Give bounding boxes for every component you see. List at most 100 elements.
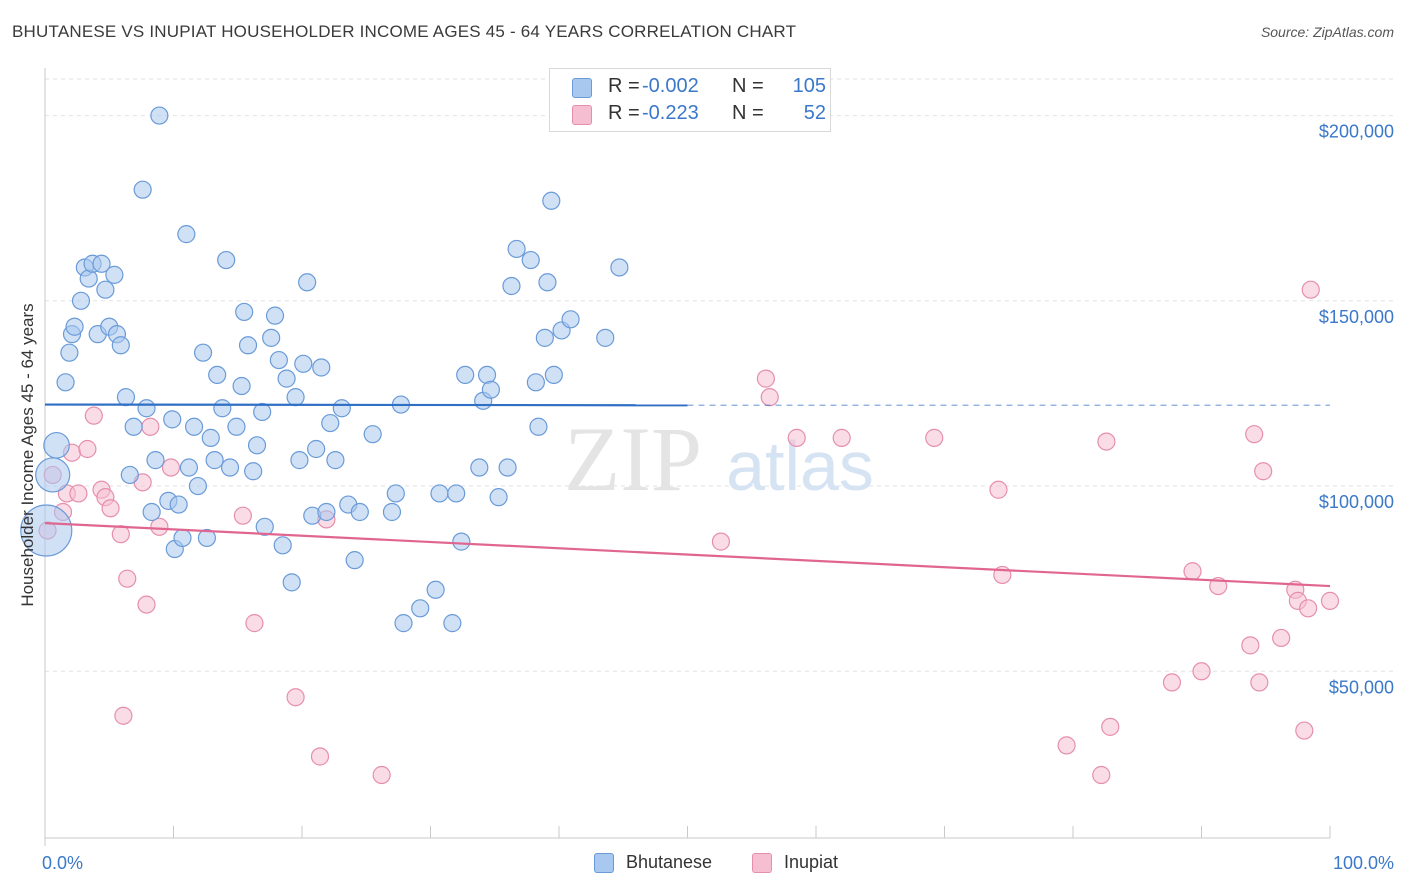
legend-r-label: R = xyxy=(608,102,640,124)
trend-line-bhutanese xyxy=(44,403,688,407)
tick-labels: $50,000 $100,000 $150,000 $200,000 0.0% 100.0… xyxy=(42,122,1394,873)
legend-swatch-bhutanese xyxy=(594,853,614,873)
bhutanese-point xyxy=(277,369,296,388)
bhutanese-point xyxy=(345,551,364,570)
inupiat-point xyxy=(1272,628,1291,648)
bhutanese-point xyxy=(105,265,124,284)
bhutanese-point xyxy=(452,532,471,551)
legend-n-label: N = xyxy=(732,102,764,124)
bhutanese-point xyxy=(124,417,143,436)
bhutanese-point xyxy=(596,328,615,347)
inupiat-point xyxy=(84,406,103,425)
inupiat-point xyxy=(1241,636,1260,655)
bhutanese-point xyxy=(529,417,548,436)
legend-label-bhutanese: Bhutanese xyxy=(626,852,713,872)
bhutanese-point xyxy=(232,376,251,396)
legend-n-label: N = xyxy=(732,75,764,97)
bhutanese-point xyxy=(120,465,139,485)
bhutanese-point xyxy=(382,502,402,522)
inupiat-point xyxy=(711,532,731,551)
bhutanese-point xyxy=(489,488,508,507)
x-tick-label-max: 100.0% xyxy=(1333,853,1394,873)
legend-n-value-inupiat: 52 xyxy=(803,102,826,124)
bhutanese-point xyxy=(350,502,369,522)
bhutanese-point xyxy=(363,425,382,444)
source-credit: Source: ZipAtlas.com xyxy=(1260,24,1394,40)
inupiat-point xyxy=(310,747,330,766)
bhutanese-point xyxy=(481,380,500,399)
bhutanese-point xyxy=(244,462,263,481)
bhutanese-point xyxy=(332,399,351,418)
inupiat-point xyxy=(69,484,88,503)
trend-line-inupiat xyxy=(44,521,1331,588)
bhutanese-point xyxy=(253,402,272,422)
bhutanese-point xyxy=(317,502,336,522)
legend-row-inupiat: R = -0.223 N = 52 xyxy=(572,102,826,128)
bhutanese-point xyxy=(538,273,557,292)
bhutanese-point xyxy=(179,458,199,477)
bhutanese-point xyxy=(290,451,309,470)
bhutanese-point xyxy=(220,458,240,477)
inupiat-point xyxy=(1245,425,1264,444)
bhutanese-point xyxy=(610,258,629,277)
bhutanese-point xyxy=(169,495,188,514)
legend-swatch-inupiat xyxy=(572,105,592,125)
inupiat-point xyxy=(989,480,1008,499)
bhutanese-point xyxy=(443,614,462,633)
inupiat-point xyxy=(756,369,775,388)
bhutanese-point xyxy=(262,328,281,347)
inupiat-point xyxy=(233,506,252,525)
bhutanese-point xyxy=(217,250,236,270)
bhutanese-point xyxy=(521,250,540,270)
bhutanese-point xyxy=(146,451,165,470)
bhutanese-point xyxy=(184,417,204,436)
bhutanese-point xyxy=(201,428,220,447)
legend-n-value-bhutanese: 105 xyxy=(792,75,826,97)
bhutanese-point xyxy=(173,528,192,548)
inupiat-point xyxy=(150,517,169,536)
inupiat-point xyxy=(1254,462,1273,481)
bhutanese-point xyxy=(273,536,292,555)
bhutanese-point xyxy=(188,476,208,496)
bhutanese-point xyxy=(326,451,345,470)
inupiat-point xyxy=(1092,765,1111,785)
bhutanese-point xyxy=(430,484,449,503)
inupiat-point xyxy=(832,428,851,447)
inupiat-point xyxy=(787,428,806,447)
bhutanese-point xyxy=(447,484,466,503)
series-bhutanese-points xyxy=(20,106,629,633)
legend-row-bhutanese: R = -0.002 N = 105 xyxy=(572,75,826,101)
bhutanese-point xyxy=(502,276,521,296)
inupiat-point xyxy=(141,417,160,436)
inupiat-point xyxy=(925,428,944,447)
bhutanese-point xyxy=(60,343,79,362)
trend-lines xyxy=(44,403,1331,588)
inupiat-point xyxy=(137,595,156,614)
bhutanese-point xyxy=(394,614,413,633)
inupiat-point xyxy=(372,765,391,785)
inupiat-point xyxy=(1162,673,1182,692)
bhutanese-point xyxy=(96,280,115,299)
bhutanese-point xyxy=(43,431,70,459)
legend-label-inupiat: Inupiat xyxy=(784,852,839,872)
bhutanese-point xyxy=(150,106,169,125)
bhutanese-point xyxy=(282,573,301,592)
inupiat-point xyxy=(118,569,137,588)
bhutanese-point xyxy=(298,273,317,292)
bhutanese-point xyxy=(321,413,340,433)
correlation-legend: R = -0.002 N = 105 R = -0.223 N = 52 xyxy=(549,68,831,132)
inupiat-point xyxy=(286,688,305,707)
legend-r-value-bhutanese: -0.002 xyxy=(642,75,699,97)
bhutanese-point xyxy=(235,302,254,322)
bhutanese-point xyxy=(142,502,161,522)
inupiat-point xyxy=(78,439,97,459)
inupiat-point xyxy=(1192,662,1211,681)
bhutanese-point xyxy=(526,373,545,392)
bhutanese-point xyxy=(208,365,227,385)
y-tick-label: $200,000 xyxy=(1319,122,1394,142)
bhutanese-point xyxy=(35,457,71,493)
legend-swatch-inupiat xyxy=(752,853,772,873)
bhutanese-point xyxy=(456,365,475,385)
bhutanese-point xyxy=(137,399,156,418)
x-tick-label-min: 0.0% xyxy=(42,853,83,873)
